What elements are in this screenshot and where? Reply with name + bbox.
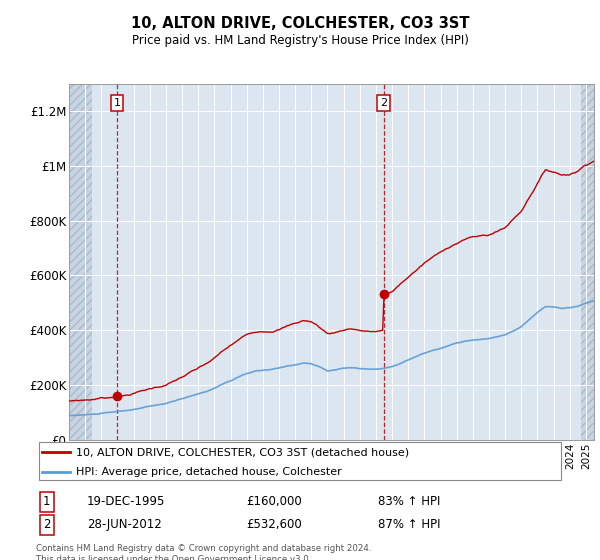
Text: 19-DEC-1995: 19-DEC-1995 bbox=[87, 495, 166, 508]
Text: 1: 1 bbox=[43, 495, 50, 508]
Text: 2: 2 bbox=[380, 98, 388, 108]
Text: 1: 1 bbox=[113, 98, 121, 108]
Text: Price paid vs. HM Land Registry's House Price Index (HPI): Price paid vs. HM Land Registry's House … bbox=[131, 34, 469, 46]
Text: 83% ↑ HPI: 83% ↑ HPI bbox=[378, 495, 440, 508]
Text: £532,600: £532,600 bbox=[246, 518, 302, 531]
Text: Contains HM Land Registry data © Crown copyright and database right 2024.
This d: Contains HM Land Registry data © Crown c… bbox=[36, 544, 371, 560]
FancyBboxPatch shape bbox=[38, 442, 562, 480]
Bar bbox=[581, 84, 600, 440]
Bar bbox=[69, 84, 92, 440]
Text: HPI: Average price, detached house, Colchester: HPI: Average price, detached house, Colc… bbox=[76, 466, 341, 477]
Text: 87% ↑ HPI: 87% ↑ HPI bbox=[378, 518, 440, 531]
Text: 10, ALTON DRIVE, COLCHESTER, CO3 3ST (detached house): 10, ALTON DRIVE, COLCHESTER, CO3 3ST (de… bbox=[76, 447, 409, 457]
Text: £160,000: £160,000 bbox=[246, 495, 302, 508]
Text: 2: 2 bbox=[43, 518, 50, 531]
Text: 10, ALTON DRIVE, COLCHESTER, CO3 3ST: 10, ALTON DRIVE, COLCHESTER, CO3 3ST bbox=[131, 16, 469, 31]
Text: 28-JUN-2012: 28-JUN-2012 bbox=[87, 518, 162, 531]
